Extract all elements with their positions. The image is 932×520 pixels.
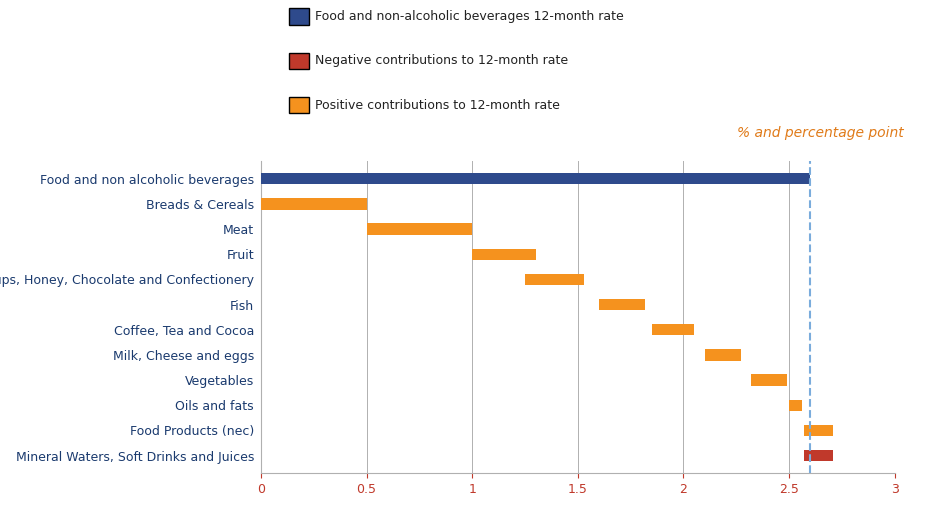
Bar (804, 450, 833, 461)
Bar (525, 274, 584, 285)
Bar (599, 299, 646, 310)
Text: Food and non-alcoholic beverages 12-month rate: Food and non-alcoholic beverages 12-mont… (315, 10, 624, 23)
Bar (751, 374, 787, 386)
Text: % and percentage point: % and percentage point (737, 126, 904, 140)
Bar (804, 425, 833, 436)
Bar (261, 173, 810, 185)
Bar (473, 249, 536, 260)
Bar (651, 324, 694, 335)
Bar (705, 349, 741, 360)
Text: Positive contributions to 12-month rate: Positive contributions to 12-month rate (315, 99, 560, 112)
Bar (366, 224, 473, 235)
Text: Negative contributions to 12-month rate: Negative contributions to 12-month rate (315, 54, 569, 67)
Bar (789, 399, 802, 411)
Bar (261, 198, 366, 210)
